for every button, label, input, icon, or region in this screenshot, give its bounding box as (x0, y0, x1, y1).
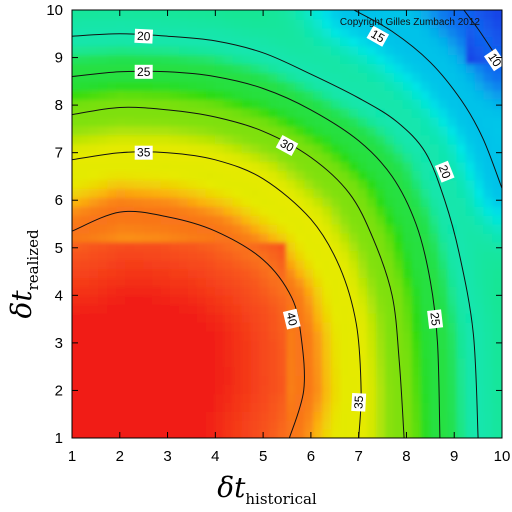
x-tick-label: 3 (163, 448, 171, 465)
contour-label-10: 10 (483, 48, 506, 72)
contour-line-15 (353, 10, 502, 189)
x-axis-title: δthistorical (217, 471, 317, 508)
contour-label-text: 30 (278, 136, 297, 155)
y-tick-label: 9 (55, 50, 63, 67)
contour-line-40 (72, 210, 305, 438)
x-tick-label: 1 (68, 448, 76, 465)
contour-label-15: 15 (366, 25, 390, 47)
y-tick-label: 6 (55, 192, 63, 209)
y-tick-label: 1 (55, 430, 63, 447)
contour-label-30: 30 (275, 135, 299, 156)
x-axis-title-subscript: historical (245, 490, 317, 508)
contour-label-text: 35 (351, 395, 366, 409)
contour-line-25 (72, 70, 441, 438)
contour-line-20 (72, 33, 479, 438)
contour-label-25: 25 (134, 64, 153, 79)
x-tick-label: 4 (211, 448, 219, 465)
contour-label-25: 25 (427, 309, 444, 329)
contour-label-text: 15 (369, 27, 388, 46)
y-axis-title: δtrealized (5, 229, 42, 318)
x-tick-label: 8 (402, 448, 410, 465)
contour-label-40: 40 (282, 308, 301, 330)
y-tick-label: 7 (55, 145, 63, 162)
contour-lines (72, 10, 502, 438)
y-tick-label: 2 (55, 382, 63, 399)
copyright-notice: Copyright Gilles Zumbach 2012 (340, 17, 481, 28)
x-tick-label: 10 (494, 448, 511, 465)
contour-line-30 (72, 106, 405, 438)
x-tick-label: 7 (354, 448, 362, 465)
contour-label-35: 35 (351, 392, 367, 412)
y-tick-label: 5 (55, 240, 63, 257)
x-tick-label: 5 (259, 448, 267, 465)
y-tick-label: 4 (55, 287, 63, 304)
contour-label-text: 20 (137, 29, 151, 44)
contour-label-text: 25 (137, 65, 151, 79)
contour-labels: 10 15 20 20 25 25 30 35 35 40 (134, 25, 506, 412)
x-axis: 1 2 3 4 5 6 7 8 9 10 (68, 10, 511, 465)
contour-label-20: 20 (434, 160, 455, 183)
y-tick-label: 10 (46, 2, 63, 19)
x-axis-title-symbol: δt (217, 471, 246, 504)
heatmap-surface (72, 10, 502, 438)
contour-label-text: 20 (436, 163, 454, 181)
contour-label-20: 20 (134, 28, 154, 44)
x-tick-label: 2 (116, 448, 124, 465)
plot-frame (71, 9, 503, 439)
y-axis-title-symbol: δt (5, 290, 38, 319)
y-tick-label: 3 (55, 335, 63, 352)
contour-label-35: 35 (134, 145, 153, 160)
y-tick-label: 8 (55, 97, 63, 114)
y-axis-title-subscript: realized (24, 229, 42, 290)
x-tick-label: 6 (307, 448, 315, 465)
x-tick-label: 9 (450, 448, 458, 465)
contour-label-text: 35 (137, 146, 151, 160)
contour-label-text: 40 (283, 311, 300, 328)
y-axis: 1 2 3 4 5 6 7 8 9 10 (46, 2, 502, 447)
contour-label-text: 25 (427, 312, 442, 327)
